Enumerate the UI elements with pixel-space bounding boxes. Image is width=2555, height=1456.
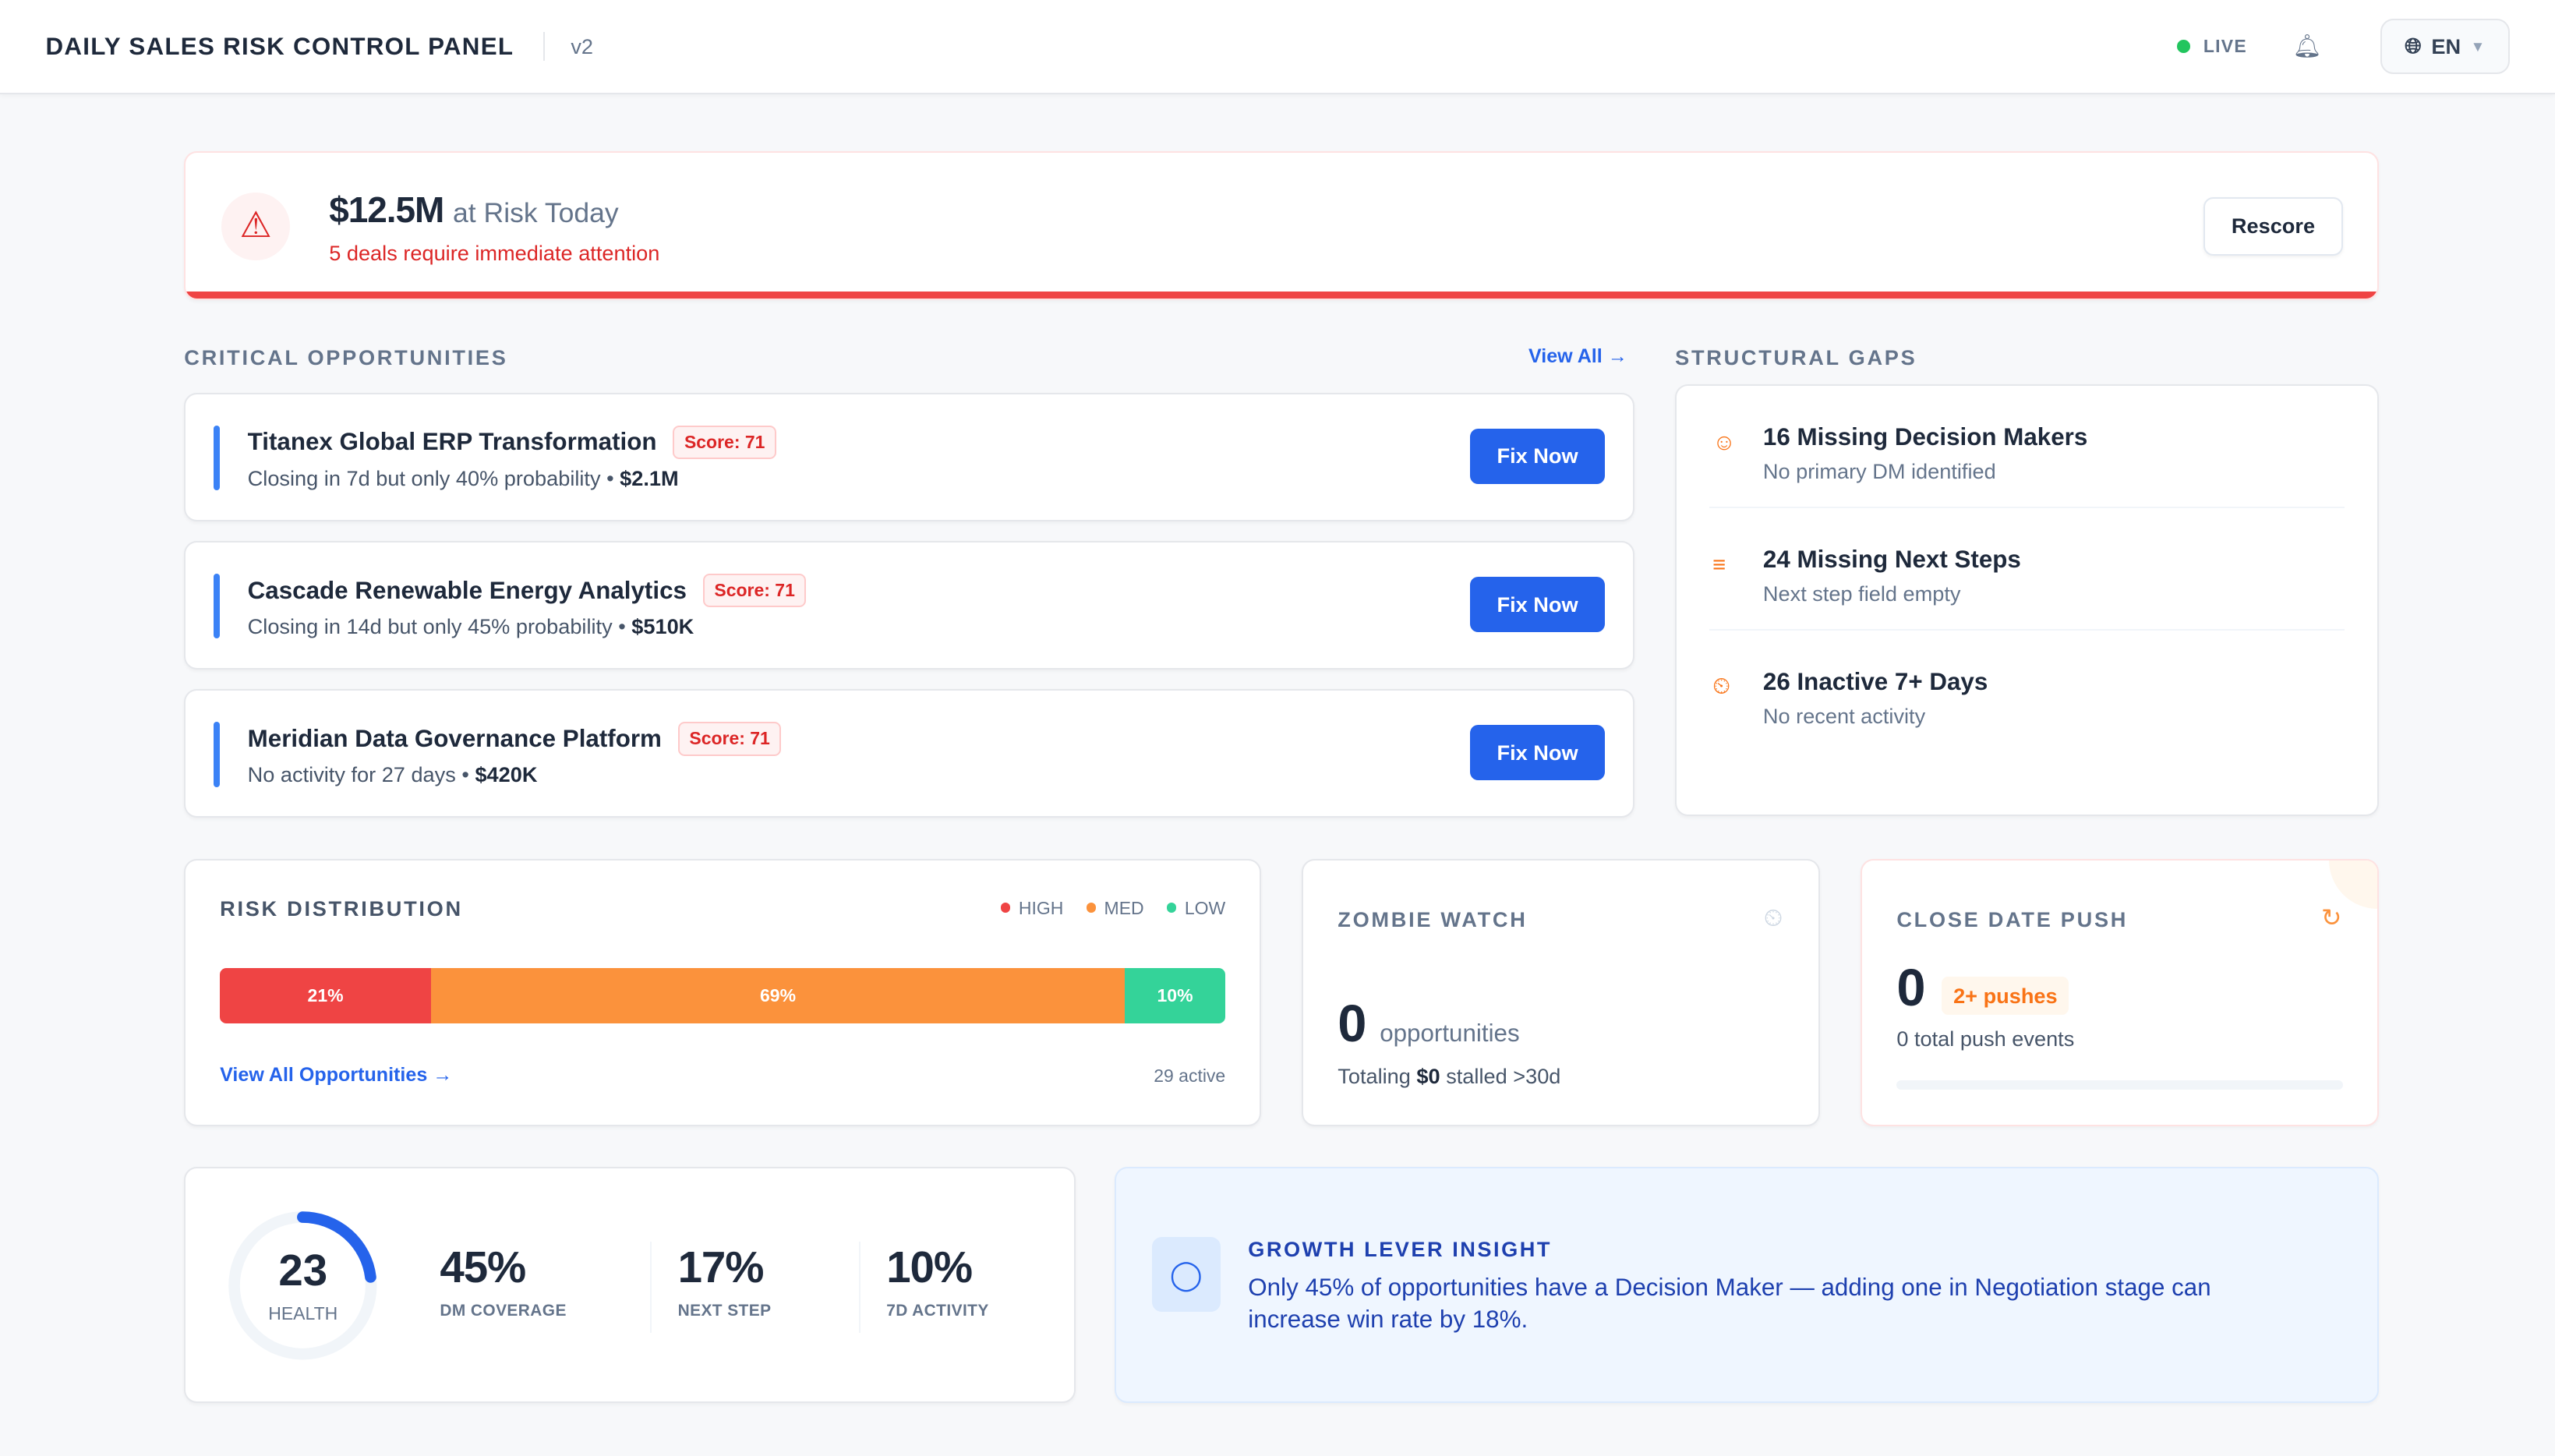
legend-low: LOW: [1166, 898, 1225, 919]
gap-item[interactable]: ☺ 16 Missing Decision Makers No primary DM…: [1709, 386, 2345, 509]
live-dot-icon: [2177, 40, 2191, 53]
gap-subtitle: No primary DM identified: [1762, 459, 1996, 484]
alert-subtitle: 5 deals require immediate attention: [329, 241, 660, 266]
zombie-count: 0: [1338, 995, 1367, 1054]
view-all-opportunities-link[interactable]: View All Opportunities →: [220, 1064, 453, 1087]
health-card: 23 HEALTH 45% DM COVERAGE 17% NEXT STEP 10…: [184, 1166, 1076, 1403]
fix-now-button[interactable]: Fix Now: [1469, 428, 1606, 484]
metric-next-step: 17% NEXT STEP: [677, 1242, 772, 1320]
opportunity-card: Meridian Data Governance Platform Score: …: [184, 689, 1634, 818]
metric-dm-coverage: 45% DM COVERAGE: [440, 1242, 567, 1320]
zombie-title: ZOMBIE WATCH: [1338, 907, 1528, 932]
rescore-button[interactable]: Rescore: [2203, 196, 2344, 256]
legend-med: MED: [1086, 898, 1144, 919]
view-all-label: View All: [1528, 345, 1603, 368]
score-badge: Score: 71: [673, 425, 776, 460]
growth-insight-card: ◯ GROWTH LEVER INSIGHT Only 45% of oppor…: [1114, 1166, 2380, 1403]
amount-value: $12.5M: [329, 189, 444, 231]
app-title: DAILY SALES RISK CONTROL PANEL: [45, 32, 514, 60]
accent-bar: [213, 722, 221, 787]
opportunity-name[interactable]: Cascade Renewable Energy Analytics: [247, 576, 687, 604]
risk-legend: HIGH MED LOW: [1000, 898, 1225, 919]
timer-off-icon: ⏲︎: [1763, 904, 1783, 932]
health-label: HEALTH: [268, 1303, 338, 1324]
opportunity-name[interactable]: Meridian Data Governance Platform: [247, 724, 662, 752]
language-selector[interactable]: 🌐︎ EN ▼: [2380, 19, 2510, 74]
close-push-subtitle: 0 total push events: [1896, 1026, 2075, 1051]
legend-high: HIGH: [1000, 898, 1063, 919]
close-date-push-card: CLOSE DATE PUSH ↻ 0 2+ pushes 0 total pu…: [1861, 858, 2380, 1126]
risk-amount: $12.5M at Risk Today: [329, 189, 618, 231]
metric-7d-activity: 10% 7D ACTIVITY: [886, 1242, 989, 1320]
active-count: 29 active: [1154, 1065, 1226, 1087]
pushes-badge: 2+ pushes: [1942, 977, 2069, 1015]
gap-subtitle: Next step field empty: [1762, 581, 1961, 606]
structural-gaps-card: ☺ 16 Missing Decision Makers No primary DM…: [1675, 384, 2380, 817]
live-indicator: LIVE: [2177, 36, 2247, 57]
view-all-link[interactable]: View All →: [1528, 345, 1627, 368]
version-label: v2: [542, 31, 593, 62]
health-gauge: [228, 1211, 377, 1360]
fix-now-button[interactable]: Fix Now: [1469, 576, 1606, 633]
timer-off-icon: ⏲︎: [1712, 674, 1730, 700]
gap-item[interactable]: ⏲︎ 26 Inactive 7+ Days No recent activity: [1709, 631, 2345, 753]
critical-title: CRITICAL OPPORTUNITIES: [184, 345, 508, 370]
chevron-down-icon: ▼: [2470, 37, 2486, 55]
clock-rotate-icon: ↻: [2321, 904, 2342, 932]
bell-icon[interactable]: 🔔︎: [2292, 34, 2322, 59]
lightbulb-icon: ◯: [1151, 1236, 1221, 1312]
close-push-count: 0: [1896, 959, 1926, 1018]
zombie-watch-card: ZOMBIE WATCH ⏲︎ 0 opportunities Totaling…: [1302, 858, 1821, 1126]
risk-distribution-card: RISK DISTRIBUTION HIGH MED LOW 21% 69% 10%…: [184, 858, 1262, 1126]
opportunity-card: Titanex Global ERP Transformation Score: …: [184, 392, 1634, 521]
health-score: 23: [278, 1246, 328, 1295]
risk-alert-banner: ⚠︎ $12.5M at Risk Today 5 deals require …: [184, 151, 2380, 300]
gap-title: 24 Missing Next Steps: [1762, 546, 2021, 574]
gap-subtitle: No recent activity: [1762, 704, 1926, 729]
zombie-unit: opportunities: [1380, 1020, 1520, 1048]
close-push-title: CLOSE DATE PUSH: [1896, 907, 2129, 932]
amount-suffix: at Risk Today: [453, 197, 619, 229]
arrow-right-icon: →: [1607, 345, 1627, 368]
globe-icon: 🌐︎: [2405, 34, 2422, 58]
opportunity-detail: Closing in 7d but only 40% probability •…: [247, 465, 679, 490]
alert-accent-bar: [186, 292, 2378, 299]
close-push-progress: [1896, 1080, 2344, 1090]
gap-title: 26 Inactive 7+ Days: [1762, 668, 1988, 696]
risk-segment: 21%: [220, 967, 431, 1023]
gaps-title: STRUCTURAL GAPS: [1675, 345, 1917, 370]
score-badge: Score: 71: [702, 573, 807, 608]
score-badge: Score: 71: [677, 722, 782, 756]
top-bar: DAILY SALES RISK CONTROL PANEL v2 LIVE 🔔…: [0, 0, 2555, 95]
risk-title: RISK DISTRIBUTION: [220, 896, 463, 921]
risk-stacked-bar: 21% 69% 10%: [220, 967, 1225, 1023]
health-gauge-arc: [228, 1211, 377, 1360]
language-label: EN: [2431, 34, 2461, 58]
insight-title: GROWTH LEVER INSIGHT: [1248, 1236, 1552, 1261]
risk-segment: 69%: [431, 967, 1126, 1023]
insight-text: Only 45% of opportunities have a Decisio…: [1248, 1273, 2211, 1334]
live-label: LIVE: [2203, 36, 2247, 57]
warning-triangle-icon: ⚠︎: [221, 192, 291, 261]
opportunity-name[interactable]: Titanex Global ERP Transformation: [247, 428, 657, 456]
gap-title: 16 Missing Decision Makers: [1762, 423, 2088, 451]
list-edit-icon: ≡: [1712, 552, 1726, 578]
accent-bar: [213, 425, 221, 491]
risk-segment: 10%: [1125, 967, 1225, 1023]
gap-item[interactable]: ≡ 24 Missing Next Steps Next step field em…: [1709, 508, 2345, 631]
zombie-total: Totaling $0 stalled >30d: [1338, 1064, 1561, 1089]
opportunity-detail: Closing in 14d but only 45% probability …: [247, 614, 694, 639]
opportunity-card: Cascade Renewable Energy Analytics Score:…: [184, 541, 1634, 670]
fix-now-button[interactable]: Fix Now: [1469, 725, 1606, 781]
user-minus-icon: ☺: [1712, 429, 1736, 455]
accent-bar: [213, 573, 221, 639]
opportunity-detail: No activity for 27 days • $420K: [247, 762, 538, 787]
